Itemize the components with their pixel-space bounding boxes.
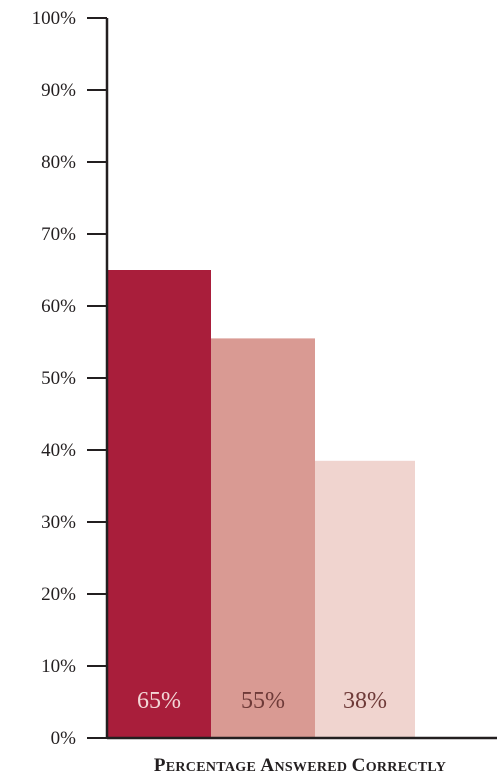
bar-value-label: 55% (241, 688, 285, 714)
bar-value-label: 65% (137, 688, 181, 714)
bar (315, 460, 415, 738)
y-axis-ticks: 0% 10% 20% 30% 40% 50% 60% 70% 80% 90% 100% (32, 8, 107, 749)
data-labels: 65% 55% 38% (137, 688, 387, 714)
x-axis-label: PERCENTAGE ANSWERED CORRECTLY (154, 755, 446, 776)
y-tick-label: 10% (41, 656, 76, 677)
y-tick-label: 70% (41, 224, 76, 245)
bar-value-label: 38% (343, 688, 387, 714)
y-tick-label: 60% (41, 296, 76, 317)
y-tick-label: 20% (41, 584, 76, 605)
y-tick-label: 90% (41, 80, 76, 101)
y-tick-label: 0% (51, 728, 77, 749)
y-tick-label: 50% (41, 368, 76, 389)
y-tick-label: 30% (41, 512, 76, 533)
y-tick-label: 100% (32, 8, 77, 29)
bar (211, 338, 315, 738)
bars (107, 270, 415, 738)
y-tick-label: 80% (41, 152, 76, 173)
bar (107, 270, 211, 738)
y-tick-label: 40% (41, 440, 76, 461)
